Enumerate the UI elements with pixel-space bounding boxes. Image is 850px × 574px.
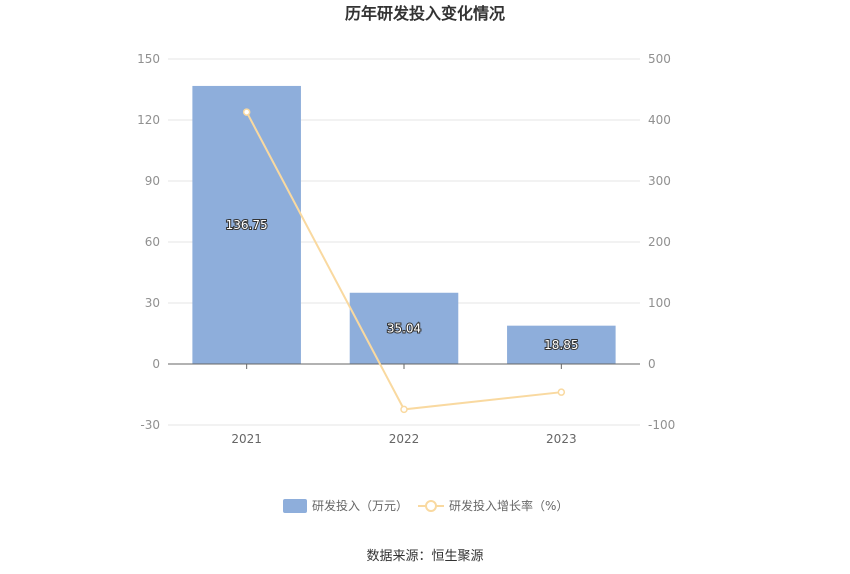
bar: [192, 85, 301, 365]
bar-value-label: 35.04: [387, 321, 421, 335]
bar: [507, 325, 616, 364]
legend-line-marker: [425, 500, 437, 512]
left-tick-label: -30: [140, 418, 160, 432]
left-tick-label: 150: [137, 52, 160, 66]
right-tick-label: 400: [648, 113, 671, 127]
right-tick-label: -100: [648, 418, 675, 432]
line-point: [242, 108, 251, 116]
x-tick-label: 2021: [231, 432, 262, 446]
legend-bar-swatch: [283, 499, 307, 513]
bar-value-label: 18.85: [544, 338, 578, 352]
bar-series: [192, 85, 616, 365]
line-point: [400, 405, 408, 414]
right-tick-label: 300: [648, 174, 671, 188]
right-tick-label: 200: [648, 235, 671, 249]
legend-item-line[interactable]: 研发投入增长率（%）: [418, 498, 568, 513]
right-axis: 500 400 300 200 100 0 -100: [648, 52, 675, 432]
chart-title: 历年研发投入变化情况: [345, 4, 505, 23]
right-tick-label: 100: [648, 296, 671, 310]
line-point: [557, 388, 566, 396]
right-tick-label: 500: [648, 52, 671, 66]
x-tick-label: 2023: [546, 432, 577, 446]
right-tick-label: 0: [648, 357, 656, 371]
line-series: [242, 108, 566, 414]
left-tick-label: 60: [145, 235, 160, 249]
left-axis: 150 120 90 60 30 0 -30: [137, 52, 160, 432]
x-axis-ticks: 2021 2022 2023: [231, 364, 577, 446]
legend: 研发投入（万元） 研发投入增长率（%）: [283, 498, 568, 513]
bar-value-label: 136.75: [226, 218, 268, 232]
left-tick-label: 90: [145, 174, 160, 188]
left-tick-label: 0: [152, 357, 160, 371]
legend-item-bar[interactable]: 研发投入（万元）: [283, 498, 408, 513]
bar-labels: 136.75 35.04 18.85: [225, 217, 580, 353]
legend-bar-label: 研发投入（万元）: [312, 498, 408, 513]
left-tick-label: 120: [137, 113, 160, 127]
legend-line-label: 研发投入增长率（%）: [449, 498, 568, 513]
left-tick-label: 30: [145, 296, 160, 310]
bar: [349, 292, 459, 364]
source-note: 数据来源：恒生聚源: [366, 549, 483, 564]
x-tick-label: 2022: [389, 432, 420, 446]
